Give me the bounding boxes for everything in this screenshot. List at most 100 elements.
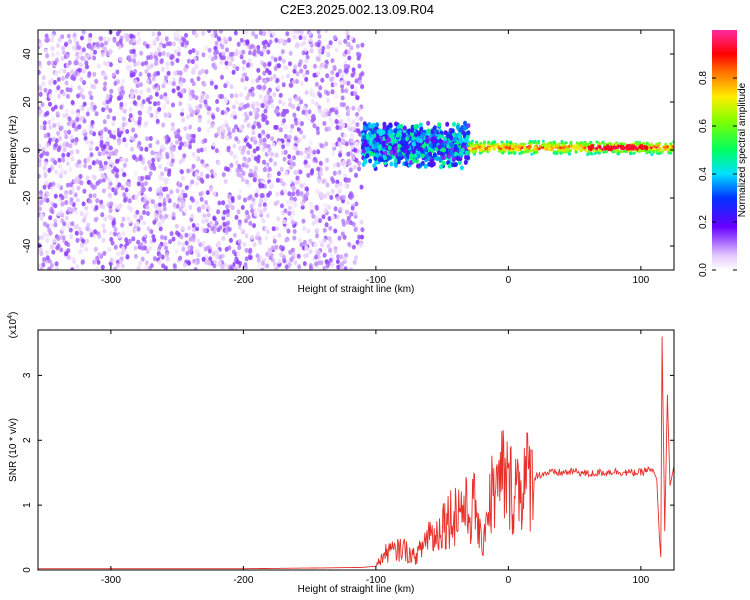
heatmap-cell bbox=[103, 164, 108, 170]
heatmap-cell bbox=[165, 177, 169, 183]
heatmap-cell bbox=[169, 55, 174, 61]
heatmap-cell bbox=[303, 159, 308, 165]
heatmap-cell bbox=[42, 120, 47, 126]
heatmap-cell bbox=[78, 105, 83, 110]
heatmap-cell bbox=[330, 89, 335, 95]
heatmap-cell bbox=[161, 177, 166, 183]
heatmap-cell bbox=[38, 69, 41, 75]
heatmap-cell bbox=[525, 150, 529, 154]
heatmap-cell bbox=[204, 218, 209, 224]
heatmap-cell bbox=[340, 231, 345, 237]
y-tick-label: 0 bbox=[22, 147, 33, 153]
heatmap-cell bbox=[517, 144, 521, 148]
heatmap-cell bbox=[65, 182, 70, 188]
heatmap-cell bbox=[48, 125, 53, 130]
heatmap-cell bbox=[236, 41, 241, 47]
heatmap-cell bbox=[640, 147, 644, 151]
heatmap-cell bbox=[426, 128, 431, 134]
heatmap-cell bbox=[124, 187, 129, 193]
heatmap-cell bbox=[276, 171, 281, 177]
heatmap-cell bbox=[268, 76, 273, 82]
heatmap-cell bbox=[263, 142, 268, 148]
heatmap-cell bbox=[281, 58, 286, 64]
heatmap-cell bbox=[175, 58, 180, 63]
heatmap-cell bbox=[387, 129, 392, 135]
heatmap-cell bbox=[303, 64, 308, 70]
heatmap-cell bbox=[344, 88, 349, 94]
heatmap-cell bbox=[155, 139, 160, 145]
heatmap-cell bbox=[163, 112, 168, 118]
heatmap-cell bbox=[45, 191, 50, 197]
heatmap-cell bbox=[45, 53, 50, 59]
heatmap-cell bbox=[67, 129, 72, 135]
heatmap-cell bbox=[194, 248, 199, 254]
heatmap-cell bbox=[567, 152, 571, 155]
heatmap-cell bbox=[226, 166, 231, 172]
heatmap-cell bbox=[398, 151, 403, 157]
heatmap-cell bbox=[383, 150, 388, 156]
heatmap-cell bbox=[42, 165, 47, 171]
heatmap-cell bbox=[346, 49, 351, 55]
heatmap-cell bbox=[201, 219, 206, 224]
heatmap-cell bbox=[113, 81, 118, 86]
heatmap-cell bbox=[328, 225, 333, 231]
heatmap-cell bbox=[150, 150, 155, 156]
heatmap-cell bbox=[128, 57, 132, 63]
heatmap-cell bbox=[304, 76, 309, 82]
heatmap-cell bbox=[332, 170, 337, 176]
heatmap-cell bbox=[355, 239, 360, 245]
heatmap-cell bbox=[205, 94, 210, 100]
heatmap-cell bbox=[365, 146, 370, 152]
heatmap-cell bbox=[64, 108, 69, 114]
heatmap-cell bbox=[206, 212, 211, 218]
heatmap-cell bbox=[394, 121, 398, 127]
heatmap-cell bbox=[102, 100, 107, 106]
heatmap-cell bbox=[125, 129, 130, 134]
heatmap-cell bbox=[611, 150, 615, 154]
heatmap-cell bbox=[340, 261, 344, 267]
heatmap-cell bbox=[148, 143, 153, 149]
heatmap-cell bbox=[102, 119, 107, 125]
heatmap-cell bbox=[285, 73, 290, 79]
heatmap-cell bbox=[164, 213, 168, 219]
heatmap-cell bbox=[503, 144, 507, 148]
heatmap-cell bbox=[211, 251, 216, 257]
heatmap-cell bbox=[95, 266, 100, 270]
heatmap-cell bbox=[130, 117, 135, 123]
heatmap-cell bbox=[225, 208, 230, 214]
heatmap-cell bbox=[74, 162, 79, 168]
heatmap-cell bbox=[113, 227, 118, 232]
heatmap-cell bbox=[472, 149, 476, 153]
heatmap-cell bbox=[171, 211, 176, 217]
heatmap-cell bbox=[355, 116, 360, 122]
heatmap-cell bbox=[160, 234, 164, 240]
heatmap-cell bbox=[256, 45, 261, 50]
heatmap-cell bbox=[206, 165, 210, 171]
heatmap-cell bbox=[74, 70, 79, 76]
heatmap-cell bbox=[305, 69, 310, 75]
heatmap-cell bbox=[300, 201, 305, 207]
heatmap-cell bbox=[113, 244, 118, 250]
heatmap-cell bbox=[272, 74, 277, 80]
heatmap-cell bbox=[349, 35, 354, 41]
heatmap-cell bbox=[93, 49, 97, 55]
heatmap-cell bbox=[153, 212, 158, 218]
heatmap-cell bbox=[202, 213, 207, 219]
heatmap-cell bbox=[195, 222, 200, 228]
heatmap-cell bbox=[198, 242, 203, 248]
heatmap-cell bbox=[361, 148, 366, 154]
heatmap-cell bbox=[365, 134, 370, 140]
heatmap-cell bbox=[343, 183, 348, 189]
heatmap-cell bbox=[449, 150, 454, 156]
heatmap-cell bbox=[338, 40, 343, 46]
heatmap-cell bbox=[263, 108, 268, 114]
heatmap-cell bbox=[318, 218, 322, 224]
heatmap-cell bbox=[293, 202, 298, 208]
heatmap-cell bbox=[432, 152, 437, 158]
heatmap-cell bbox=[64, 251, 69, 257]
heatmap-cell bbox=[274, 108, 279, 114]
heatmap-cell bbox=[221, 236, 226, 241]
heatmap-cell bbox=[170, 122, 175, 128]
heatmap-cell bbox=[75, 264, 80, 270]
